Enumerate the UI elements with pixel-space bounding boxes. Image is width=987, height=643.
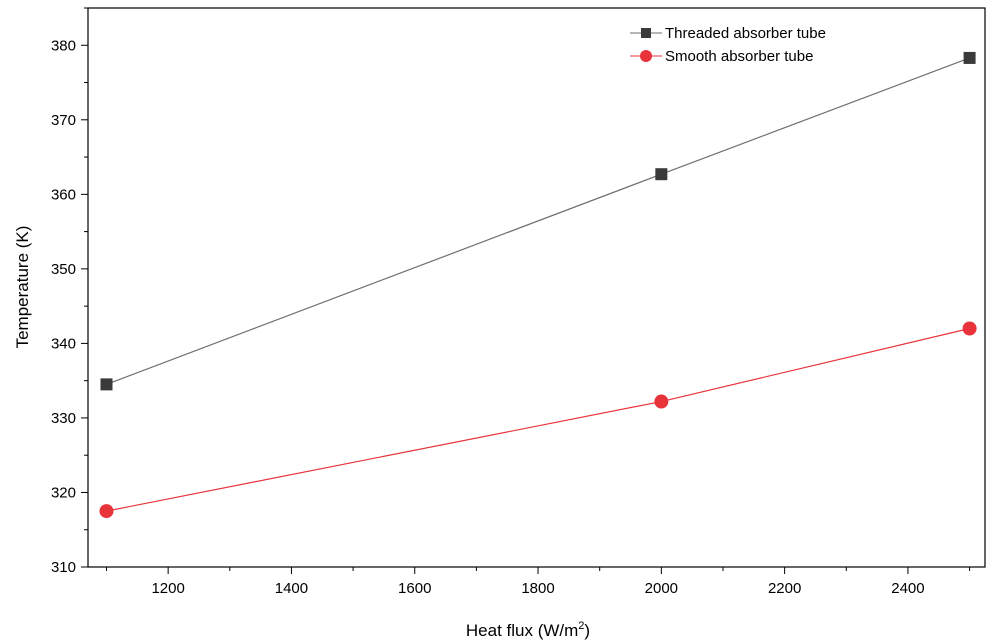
y-tick-label: 310 [51, 559, 76, 576]
y-tick-label: 350 [51, 261, 76, 278]
plot-frame [87, 7, 986, 568]
x-tick-label: 1600 [398, 580, 431, 597]
legend-marker-circle [640, 50, 652, 62]
series-markers [99, 51, 977, 519]
legend-item-smooth: Smooth absorber tube [630, 48, 813, 65]
y-tick-label: 320 [51, 484, 76, 501]
x-tick-label: 1800 [521, 580, 554, 597]
y-tick-label: 380 [51, 37, 76, 54]
data-point-threaded [100, 378, 113, 391]
series-line-threaded [106, 57, 970, 385]
x-axis-label-close: ) [584, 621, 590, 640]
data-point-threaded [655, 168, 668, 181]
y-tick-label: 340 [51, 335, 76, 352]
x-tick-label: 2400 [891, 580, 924, 597]
y-tick-label: 360 [51, 186, 76, 203]
x-axis-label-text: Heat flux (W/m [466, 621, 578, 640]
series-line-smooth [106, 327, 970, 512]
y-tick-label: 370 [51, 112, 76, 129]
y-axis-label: Temperature (K) [13, 226, 32, 349]
x-tick-label: 2000 [645, 580, 678, 597]
legend-label-threaded: Threaded absorber tube [665, 25, 826, 42]
plot-area: 1200 1400 1600 1800 2000 2200 2400 310 320 330 34… [51, 7, 986, 597]
x-axis-label-superscript: 2 [578, 620, 584, 632]
x-tick-label: 2200 [768, 580, 801, 597]
x-tick-label: 1200 [151, 580, 184, 597]
x-tick-label: 1400 [275, 580, 308, 597]
series-lines [106, 57, 970, 512]
x-axis-label: Heat flux (W/m2) [466, 620, 590, 640]
data-point-smooth [654, 394, 669, 409]
legend: Threaded absorber tube Smooth absorber t… [630, 25, 826, 65]
y-axis-ticks: 310 320 330 340 350 360 370 380 [51, 7, 88, 576]
legend-marker-square [641, 28, 651, 38]
data-point-threaded [963, 51, 976, 64]
legend-label-smooth: Smooth absorber tube [665, 48, 813, 65]
x-axis-ticks: 1200 1400 1600 1800 2000 2200 2400 [105, 567, 971, 597]
y-tick-label: 330 [51, 410, 76, 427]
data-point-smooth [99, 504, 114, 519]
data-point-smooth [962, 321, 977, 336]
legend-item-threaded: Threaded absorber tube [630, 25, 826, 42]
